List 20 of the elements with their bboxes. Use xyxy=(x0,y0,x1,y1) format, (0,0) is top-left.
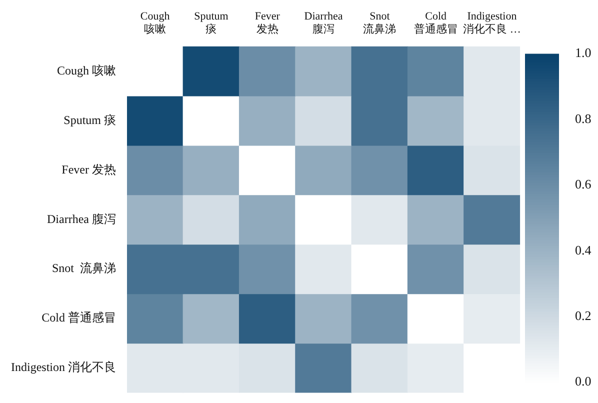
x-tick-label: Sputum 痰 xyxy=(194,10,229,36)
color-bar-label: 0.0 xyxy=(575,374,592,389)
color-bar-label: 0.2 xyxy=(575,308,592,323)
y-tick-label: Diarrhea 腹泻 xyxy=(47,212,116,226)
y-tick-label: Indigestion 消化不良 xyxy=(10,360,116,374)
color-bar-label: 0.8 xyxy=(575,110,592,126)
color-bar-label: 0.6 xyxy=(575,176,592,192)
y-tick-label: Cold 普通感冒 xyxy=(42,310,116,325)
x-tick-label: Diarrhea 腹泻 xyxy=(304,10,343,36)
color-bar-label: 1.0 xyxy=(575,45,592,60)
x-tick-label: Fever 发热 xyxy=(254,10,280,36)
y-tick-label: Cough 咳嗽 xyxy=(56,63,116,78)
x-tick-label: Snot 流鼻涕 xyxy=(363,10,396,36)
y-tick-label: Fever 发热 xyxy=(62,162,116,176)
x-tick-label: Cold 普通感冒 xyxy=(414,10,458,36)
y-tick-label: Sputum 痰 xyxy=(64,112,116,127)
x-tick-label: Cough 咳嗽 xyxy=(140,10,170,36)
x-tick-label: Indigestion 消化不良 … xyxy=(463,10,521,36)
color-bar-label: 0.4 xyxy=(575,242,592,258)
y-tick-label: Snot 流鼻涕 xyxy=(52,261,116,276)
